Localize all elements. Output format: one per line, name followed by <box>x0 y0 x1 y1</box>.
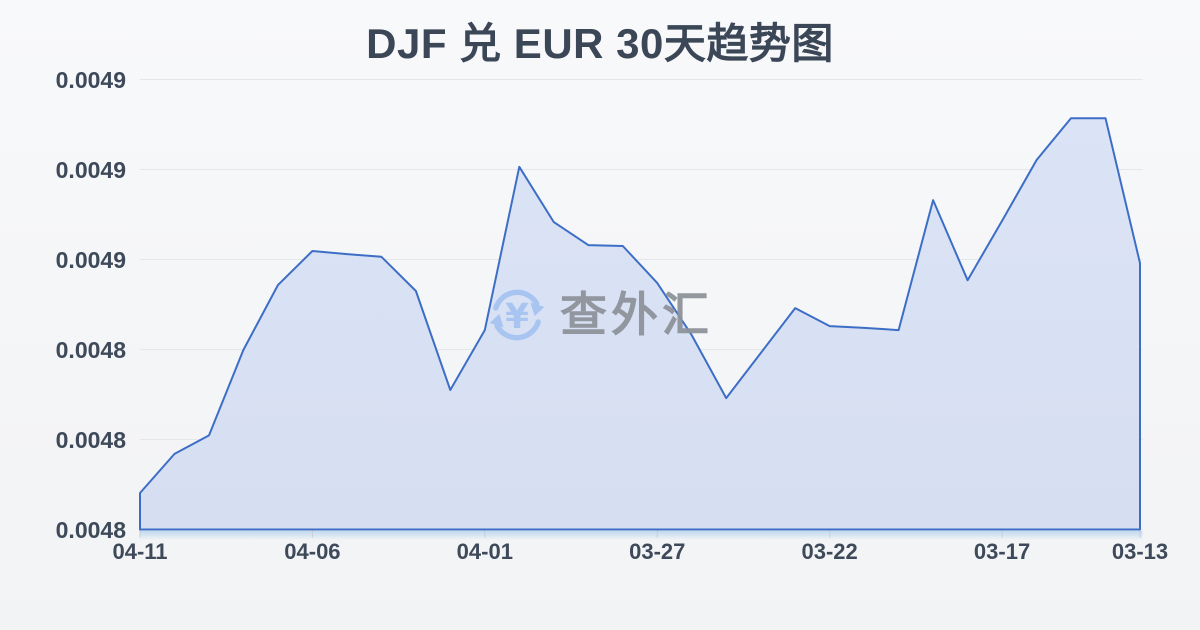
x-axis-label: 04-01 <box>456 539 513 564</box>
baseline-glow <box>140 531 1143 540</box>
x-axis-label: 03-13 <box>1111 539 1169 564</box>
x-axis-label: 04-11 <box>112 539 168 564</box>
y-axis-label: 0.0049 <box>55 66 126 93</box>
x-axis-label: 03-17 <box>973 539 1031 564</box>
x-axis-label: 04-06 <box>284 539 341 564</box>
y-axis-label: 0.0048 <box>55 516 126 543</box>
x-axis-label: 03-22 <box>801 539 858 564</box>
page-title: DJF 兑 EUR 30天趋势图 <box>366 20 834 67</box>
x-axis-label: 03-27 <box>629 539 686 564</box>
y-axis-label: 0.0048 <box>55 336 126 363</box>
y-axis-label: 0.0049 <box>55 246 126 273</box>
y-axis-label: 0.0048 <box>55 426 126 453</box>
area-series <box>139 117 1141 531</box>
y-axis-label: 0.0049 <box>55 156 126 183</box>
